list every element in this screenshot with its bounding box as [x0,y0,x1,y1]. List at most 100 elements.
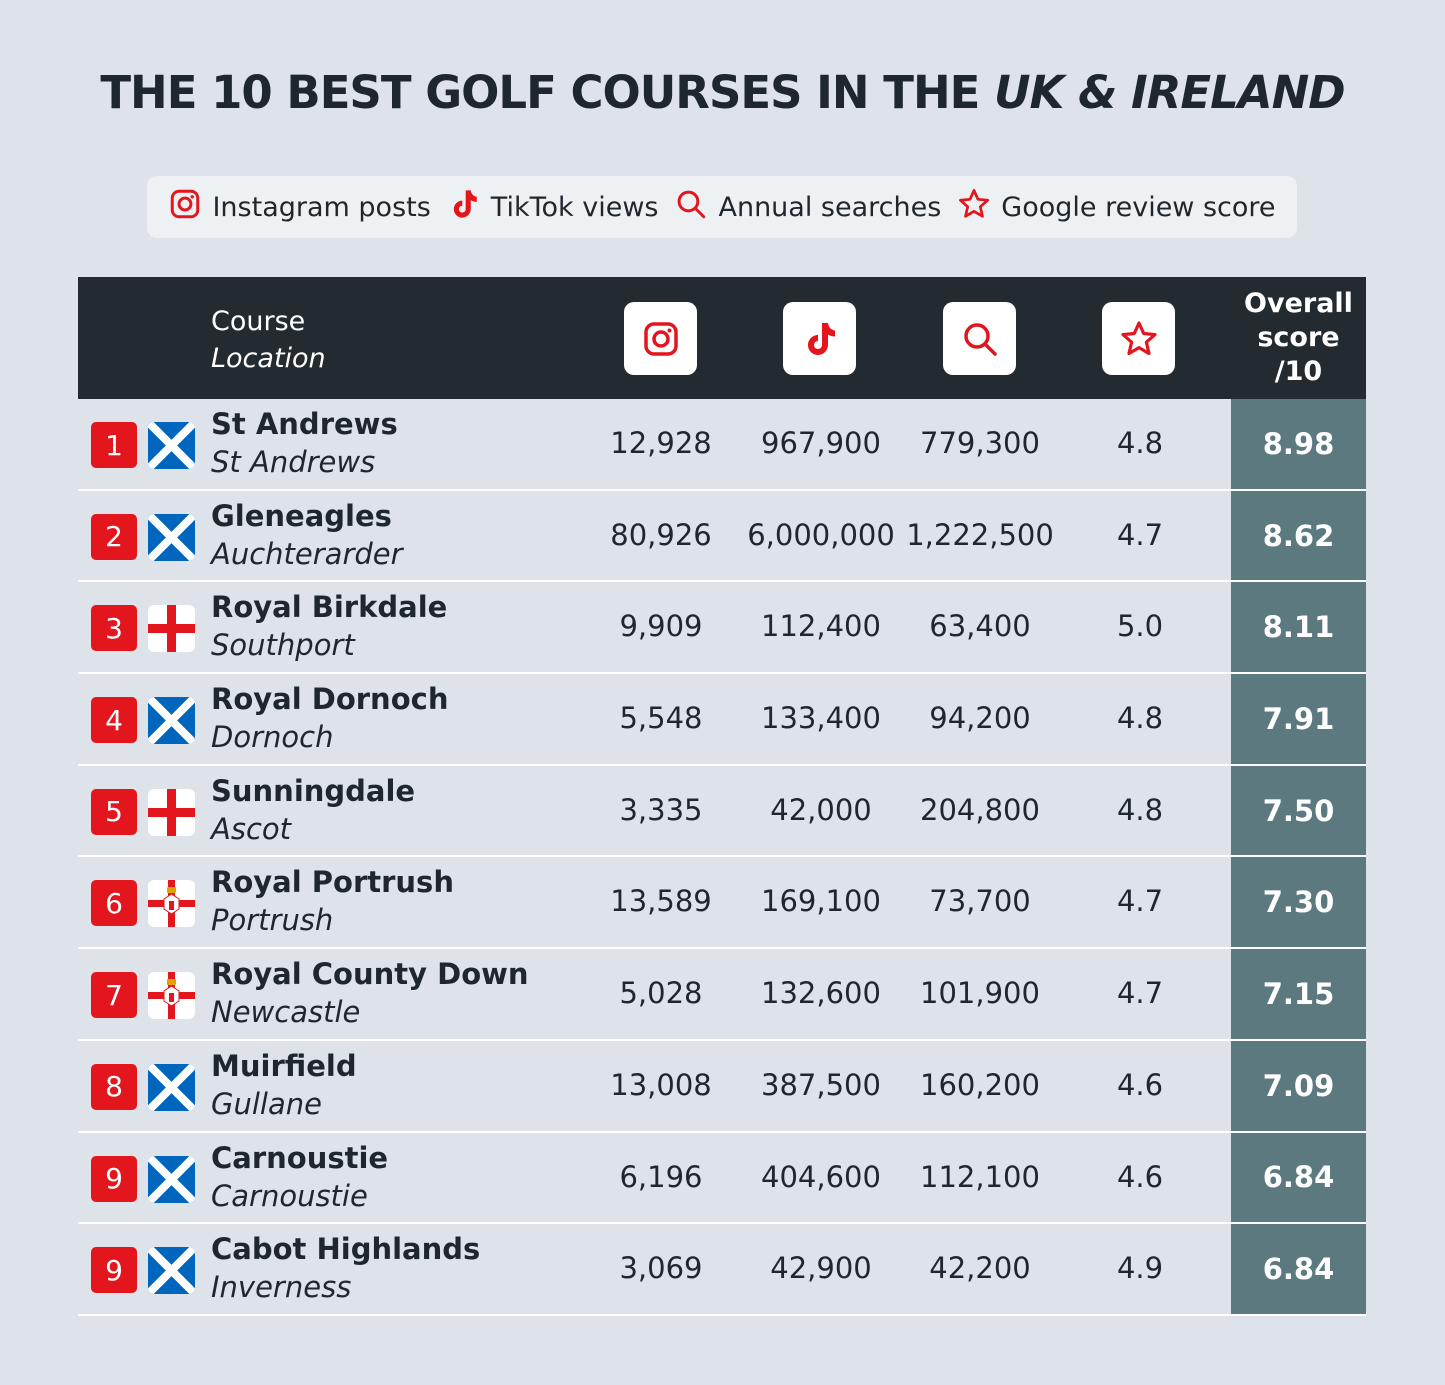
rank-badge: 6 [91,880,137,927]
rank-badge: 8 [91,1063,137,1110]
instagram-posts-value: 6,196 [619,1159,703,1194]
rank-badge: 9 [91,1247,137,1294]
rank-badge: 1 [91,422,137,468]
overall-score-value: 6.84 [1231,1132,1366,1223]
legend-item-review: Google review score [957,187,1276,228]
course-location: Southport [211,628,355,663]
scotland-flag-icon [148,513,195,561]
overall-score-value: 7.09 [1231,1040,1366,1131]
annual-searches-value: 160,200 [920,1067,1040,1102]
rank-badge: 9 [91,1155,137,1202]
tiktok-views-value: 42,900 [770,1251,872,1286]
review-column-header [1102,302,1175,375]
scotland-flag-icon [148,1155,195,1203]
review-score-value: 4.6 [1116,1159,1164,1194]
table-row: 7 Royal County Down Newcastle 5,028 132,… [78,949,1366,1041]
course-location: Portrush [211,903,334,938]
overall-score-value: 7.15 [1231,949,1366,1039]
course-location: Inverness [211,1270,352,1305]
review-score-value: 4.9 [1116,1251,1164,1286]
tiktok-views-value: 133,400 [761,701,881,736]
annual-searches-value: 112,100 [920,1159,1040,1194]
table-row: 2 Gleneagles Auchterarder 80,926 6,000,0… [78,490,1366,583]
course-name: Royal Dornoch [211,682,449,717]
instagram-posts-value: 9,909 [619,609,703,644]
course-header-label: Course [211,306,306,337]
legend-label: Annual searches [718,191,942,223]
instagram-icon [643,321,678,356]
search-icon [674,187,708,228]
tiktok-views-value: 6,000,000 [747,517,895,552]
instagram-posts-value: 5,548 [619,701,703,736]
course-header: Course Location [211,303,326,377]
course-location: Auchterarder [211,536,403,571]
rank-badge: 7 [91,972,137,1019]
review-score-value: 4.7 [1116,976,1164,1011]
search-column-header [943,302,1016,375]
instagram-posts-value: 3,335 [619,792,703,827]
overall-score-value: 6.84 [1231,1224,1366,1314]
northern-ireland-flag-icon [148,972,195,1020]
course-name: Royal County Down [211,957,529,992]
tiktok-column-header [783,302,856,375]
annual-searches-value: 101,900 [920,976,1040,1011]
course-location: Carnoustie [211,1178,368,1213]
tiktok-views-value: 169,100 [761,884,881,919]
legend-label: TikTok views [490,191,659,223]
annual-searches-value: 779,300 [920,426,1040,460]
legend-label: Google review score [1001,191,1276,223]
scotland-flag-icon [148,1247,195,1295]
course-name: Carnoustie [211,1140,389,1175]
table-row: 1 St Andrews St Andrews 12,928 967,900 7… [78,399,1366,491]
table-header: Course Location Overall score /10 [78,277,1366,399]
course-name: St Andrews [211,407,398,441]
ranking-table: Course Location Overall score /10 1 St A… [78,277,1366,1316]
instagram-posts-value: 3,069 [619,1251,703,1286]
tiktok-views-value: 132,600 [761,976,881,1011]
instagram-posts-value: 13,589 [610,884,712,919]
legend: Instagram posts TikTok views Annual sear… [147,176,1297,238]
annual-searches-value: 73,700 [929,884,1031,919]
review-score-value: 4.8 [1116,426,1164,460]
review-score-value: 4.7 [1116,884,1164,919]
tiktok-icon [807,322,835,355]
rank-badge: 4 [91,697,137,744]
annual-searches-value: 94,200 [929,701,1031,736]
table-row: 9 Cabot Highlands Inverness 3,069 42,900… [78,1224,1366,1316]
annual-searches-value: 42,200 [929,1251,1031,1286]
overall-header-line: /10 [1274,356,1323,387]
tiktok-views-value: 404,600 [761,1159,881,1194]
overall-score-value: 8.11 [1231,582,1366,673]
legend-item-tiktok: TikTok views [447,187,659,228]
instagram-posts-value: 12,928 [610,426,712,460]
page-title: THE 10 BEST GOLF COURSES IN THE UK & IRE… [0,66,1445,119]
tiktok-views-value: 967,900 [761,426,881,460]
overall-score-value: 8.98 [1231,399,1366,489]
review-score-value: 4.6 [1116,1067,1164,1102]
location-header-label: Location [211,343,326,374]
course-name: Sunningdale [211,773,416,808]
northern-ireland-flag-icon [148,880,195,928]
review-score-value: 4.7 [1116,517,1164,552]
rank-badge: 3 [91,605,137,652]
star-icon [1120,320,1157,355]
instagram-column-header [624,302,697,375]
course-location: Gullane [211,1086,322,1121]
rank-badge: 5 [91,788,137,835]
table-row: 4 Royal Dornoch Dornoch 5,548 133,400 94… [78,674,1366,766]
england-flag-icon [148,788,195,836]
overall-score-value: 7.30 [1231,857,1366,948]
tiktok-icon [447,187,481,228]
england-flag-icon [148,605,195,653]
course-name: Royal Birkdale [211,590,448,625]
legend-label: Instagram posts [212,191,431,223]
table-body: 1 St Andrews St Andrews 12,928 967,900 7… [78,399,1366,1316]
table-row: 8 Muirfield Gullane 13,008 387,500 160,2… [78,1040,1366,1133]
overall-score-value: 7.91 [1231,674,1366,764]
legend-item-search: Annual searches [674,187,941,228]
review-score-value: 4.8 [1116,792,1164,827]
overall-score-header: Overall score /10 [1231,287,1366,389]
course-name: Cabot Highlands [211,1232,481,1267]
table-row: 9 Carnoustie Carnoustie 6,196 404,600 11… [78,1132,1366,1225]
tiktok-views-value: 42,000 [770,792,872,827]
